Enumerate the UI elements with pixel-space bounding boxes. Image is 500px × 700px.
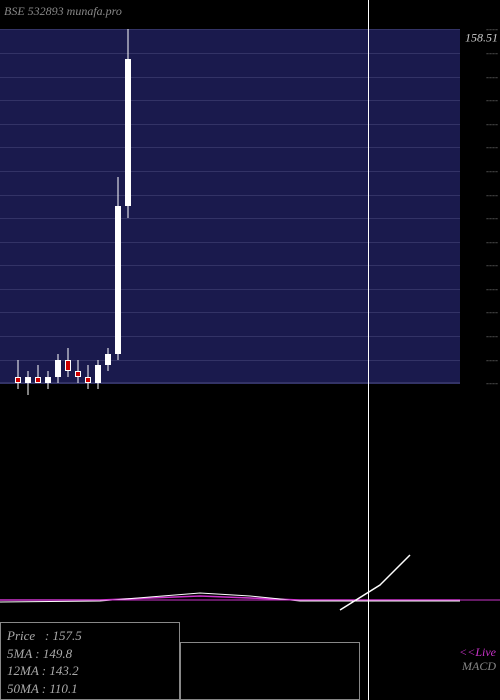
- live-indicator-name: MACD: [462, 659, 496, 674]
- trend-line: [340, 555, 410, 610]
- y-axis-tick: ----: [486, 378, 498, 388]
- grid-line: [0, 265, 460, 266]
- current-price-label: 158.51: [465, 31, 498, 46]
- price-info-box: Price : 157.5 5MA : 149.8 12MA : 143.2 5…: [0, 622, 180, 700]
- chart-header: BSE 532893 munafa.pro: [4, 4, 122, 19]
- y-axis-tick: ----: [486, 307, 498, 317]
- ma50-value: 110.1: [49, 681, 77, 696]
- candlestick: [125, 29, 131, 218]
- grid-line: [0, 289, 460, 290]
- price-chart: [0, 0, 460, 560]
- y-axis-tick: ----: [486, 213, 498, 223]
- y-axis-tick: ----: [486, 284, 498, 294]
- grid-line: [0, 242, 460, 243]
- candlestick: [15, 360, 21, 389]
- candlestick: [25, 371, 31, 395]
- y-axis-tick: ----: [486, 331, 498, 341]
- ticker-label: BSE 532893: [4, 4, 64, 18]
- price-row: Price : 157.5: [7, 627, 173, 645]
- chart-grid-band: [0, 29, 460, 383]
- candlestick: [95, 360, 101, 389]
- ma12-row: 12MA : 143.2: [7, 662, 173, 680]
- grid-line: [0, 312, 460, 313]
- ma50-row: 50MA : 110.1: [7, 680, 173, 698]
- grid-line: [0, 336, 460, 337]
- y-axis-tick: ----: [486, 119, 498, 129]
- price-label: Price: [7, 628, 35, 643]
- site-label: munafa.pro: [67, 4, 122, 18]
- y-axis-tick: ----: [486, 166, 498, 176]
- y-axis-tick: ----: [486, 260, 498, 270]
- ma50-label: 50MA: [7, 681, 39, 696]
- time-marker-line: [368, 0, 369, 700]
- ma12-label: 12MA: [7, 663, 39, 678]
- price-value: 157.5: [53, 628, 82, 643]
- ma12-value: 143.2: [49, 663, 78, 678]
- candlestick: [35, 365, 41, 383]
- ma5-label: 5MA: [7, 646, 32, 661]
- ma5-row: 5MA : 149.8: [7, 645, 173, 663]
- y-axis-tick: ----: [486, 190, 498, 200]
- ma5-value: 149.8: [43, 646, 72, 661]
- grid-line: [0, 53, 460, 54]
- macd-line: [0, 593, 460, 602]
- grid-line: [0, 147, 460, 148]
- candlestick: [115, 177, 121, 360]
- grid-line: [0, 383, 460, 384]
- y-axis-tick: ----: [486, 142, 498, 152]
- live-indicator-prefix: <<Live: [459, 645, 496, 660]
- macd-signal-line: [0, 596, 460, 600]
- grid-line: [0, 124, 460, 125]
- candlestick: [85, 365, 91, 389]
- grid-line: [0, 195, 460, 196]
- candlestick: [55, 354, 61, 383]
- candlestick: [105, 348, 111, 372]
- candlestick: [65, 348, 71, 377]
- candlestick: [75, 360, 81, 384]
- y-axis-tick: ----: [486, 48, 498, 58]
- y-axis-tick: ----: [486, 237, 498, 247]
- grid-line: [0, 29, 460, 30]
- candlestick: [45, 371, 51, 389]
- y-axis-tick: ----: [486, 72, 498, 82]
- y-axis-tick: ----: [486, 95, 498, 105]
- grid-line: [0, 218, 460, 219]
- y-axis-tick: ----: [486, 355, 498, 365]
- grid-line: [0, 77, 460, 78]
- secondary-info-box: [180, 642, 360, 700]
- grid-line: [0, 171, 460, 172]
- grid-line: [0, 100, 460, 101]
